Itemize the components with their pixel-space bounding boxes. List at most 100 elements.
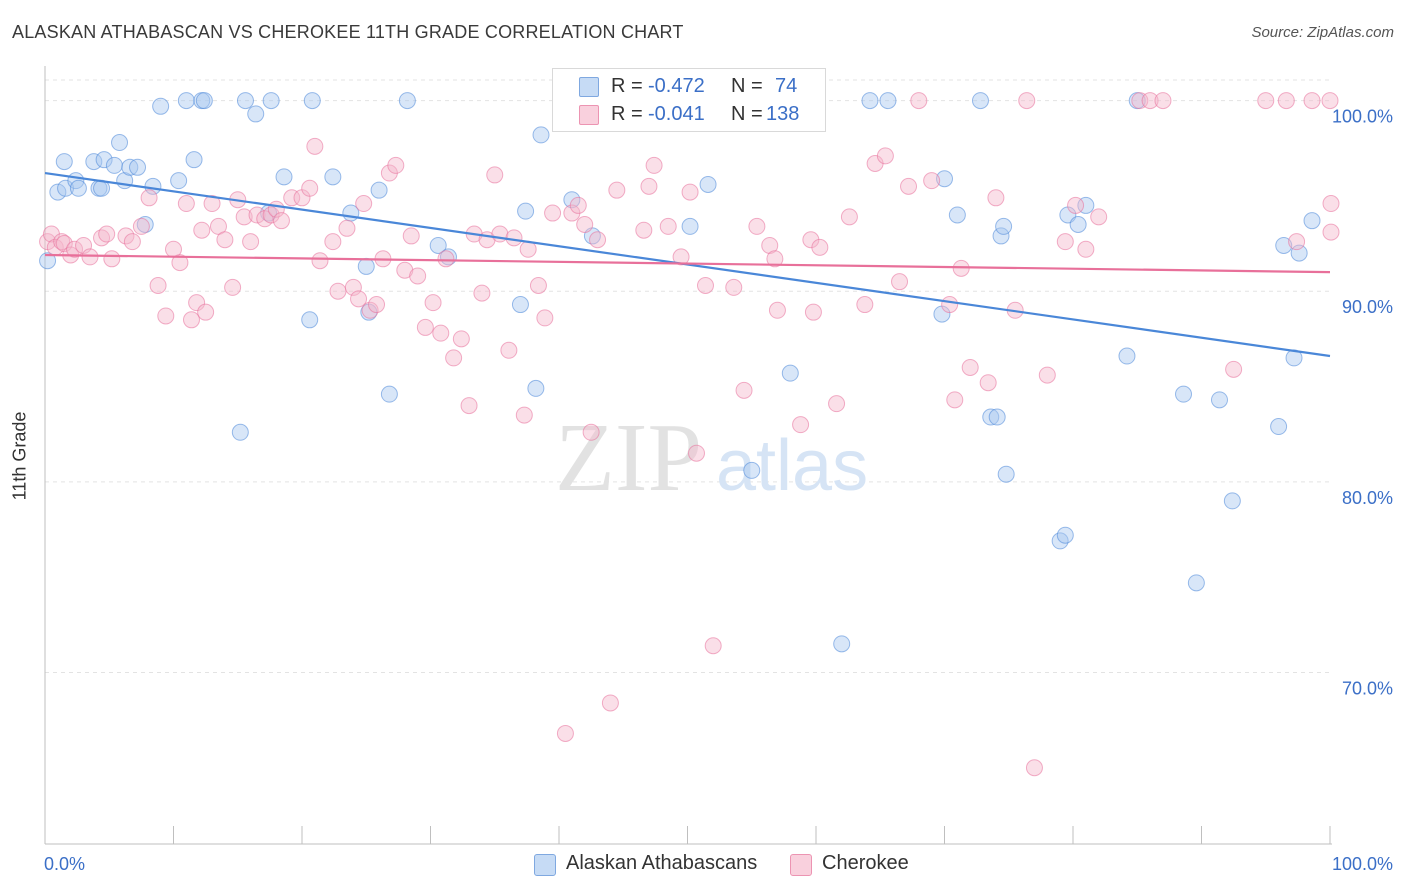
data-point	[203, 195, 221, 213]
legend-n-value: 74	[775, 75, 798, 97]
data-point	[231, 423, 249, 441]
data-point	[811, 238, 829, 256]
data-point	[1288, 233, 1306, 251]
data-point	[505, 229, 523, 247]
data-point	[589, 231, 607, 249]
data-point	[311, 252, 329, 270]
data-point	[544, 204, 562, 222]
trend-line	[44, 253, 1331, 274]
data-point	[1225, 360, 1243, 378]
data-point	[1321, 92, 1339, 110]
legend-r-label: R =	[611, 103, 643, 125]
data-point	[1187, 574, 1205, 592]
x-tick-labels: 0.0% 100.0%	[44, 854, 1393, 874]
watermark-atlas: atlas	[716, 426, 868, 506]
data-point	[387, 156, 405, 174]
data-point	[370, 181, 388, 199]
data-point	[329, 282, 347, 300]
data-point	[576, 215, 594, 233]
data-point	[1118, 347, 1136, 365]
data-point	[681, 217, 699, 235]
data-point	[306, 137, 324, 155]
data-point	[69, 179, 87, 197]
data-point	[635, 221, 653, 239]
watermark: ZIP atlas	[555, 404, 868, 512]
y-tick-label: 80.0%	[1342, 488, 1393, 508]
data-point	[696, 276, 714, 294]
data-point	[532, 126, 550, 144]
data-point	[357, 257, 375, 275]
data-point	[856, 296, 874, 314]
data-point	[556, 724, 574, 742]
data-point	[768, 301, 786, 319]
legend-swatch-pink	[579, 105, 599, 125]
legend-r-value: -0.472	[648, 75, 705, 97]
data-point	[681, 183, 699, 201]
data-point	[511, 296, 529, 314]
legend-label: Cherokee	[822, 852, 909, 874]
data-point	[645, 156, 663, 174]
data-point	[429, 236, 447, 254]
data-point	[1322, 223, 1340, 241]
data-point	[272, 212, 290, 230]
y-tick-label: 90.0%	[1342, 297, 1393, 317]
data-point	[486, 166, 504, 184]
legend-label: Alaskan Athabascans	[566, 852, 758, 874]
data-point	[1303, 92, 1321, 110]
data-point	[248, 206, 266, 224]
correlation-legend: R = -0.472 N = 74 R = -0.041 N = 138	[552, 68, 826, 132]
data-point	[500, 341, 518, 359]
data-point	[704, 637, 722, 655]
data-point	[216, 231, 234, 249]
data-point	[185, 151, 203, 169]
data-point	[979, 374, 997, 392]
data-point	[876, 147, 894, 165]
data-point	[971, 92, 989, 110]
data-point	[536, 309, 554, 327]
data-point	[416, 318, 434, 336]
data-point	[170, 172, 188, 190]
x-tick-label: 100.0%	[1332, 854, 1393, 874]
data-point	[936, 170, 953, 188]
data-point	[1277, 92, 1295, 110]
data-point	[85, 153, 103, 171]
data-point	[1275, 236, 1293, 254]
data-point	[98, 225, 116, 243]
data-point	[563, 191, 581, 209]
data-point	[735, 381, 753, 399]
data-point	[1322, 195, 1340, 213]
data-point	[105, 156, 123, 174]
data-point	[149, 276, 167, 294]
data-point	[515, 406, 533, 424]
data-point	[460, 397, 478, 415]
data-point	[324, 233, 342, 251]
data-point	[193, 221, 211, 239]
data-point	[988, 408, 1006, 426]
legend-n-label: N =	[731, 75, 763, 97]
data-point	[338, 219, 356, 237]
data-point	[861, 92, 879, 110]
data-point	[197, 303, 215, 321]
data-point	[1038, 366, 1056, 384]
data-point	[95, 151, 113, 169]
data-point	[355, 195, 373, 213]
data-point	[1056, 233, 1074, 251]
data-point	[195, 92, 213, 110]
data-point	[529, 276, 547, 294]
data-point	[1131, 92, 1149, 110]
data-point	[1077, 240, 1095, 258]
data-point	[49, 183, 67, 201]
data-point	[242, 233, 260, 251]
legend-r-label: R =	[611, 75, 643, 97]
axes	[44, 66, 1332, 845]
legend-n-label: N =	[731, 103, 763, 125]
data-point	[396, 261, 414, 279]
data-point	[1175, 385, 1193, 403]
data-point	[840, 208, 858, 226]
data-point	[117, 227, 135, 245]
data-point	[39, 252, 57, 270]
data-point	[236, 92, 254, 110]
data-point	[432, 324, 450, 342]
data-point	[55, 153, 73, 171]
